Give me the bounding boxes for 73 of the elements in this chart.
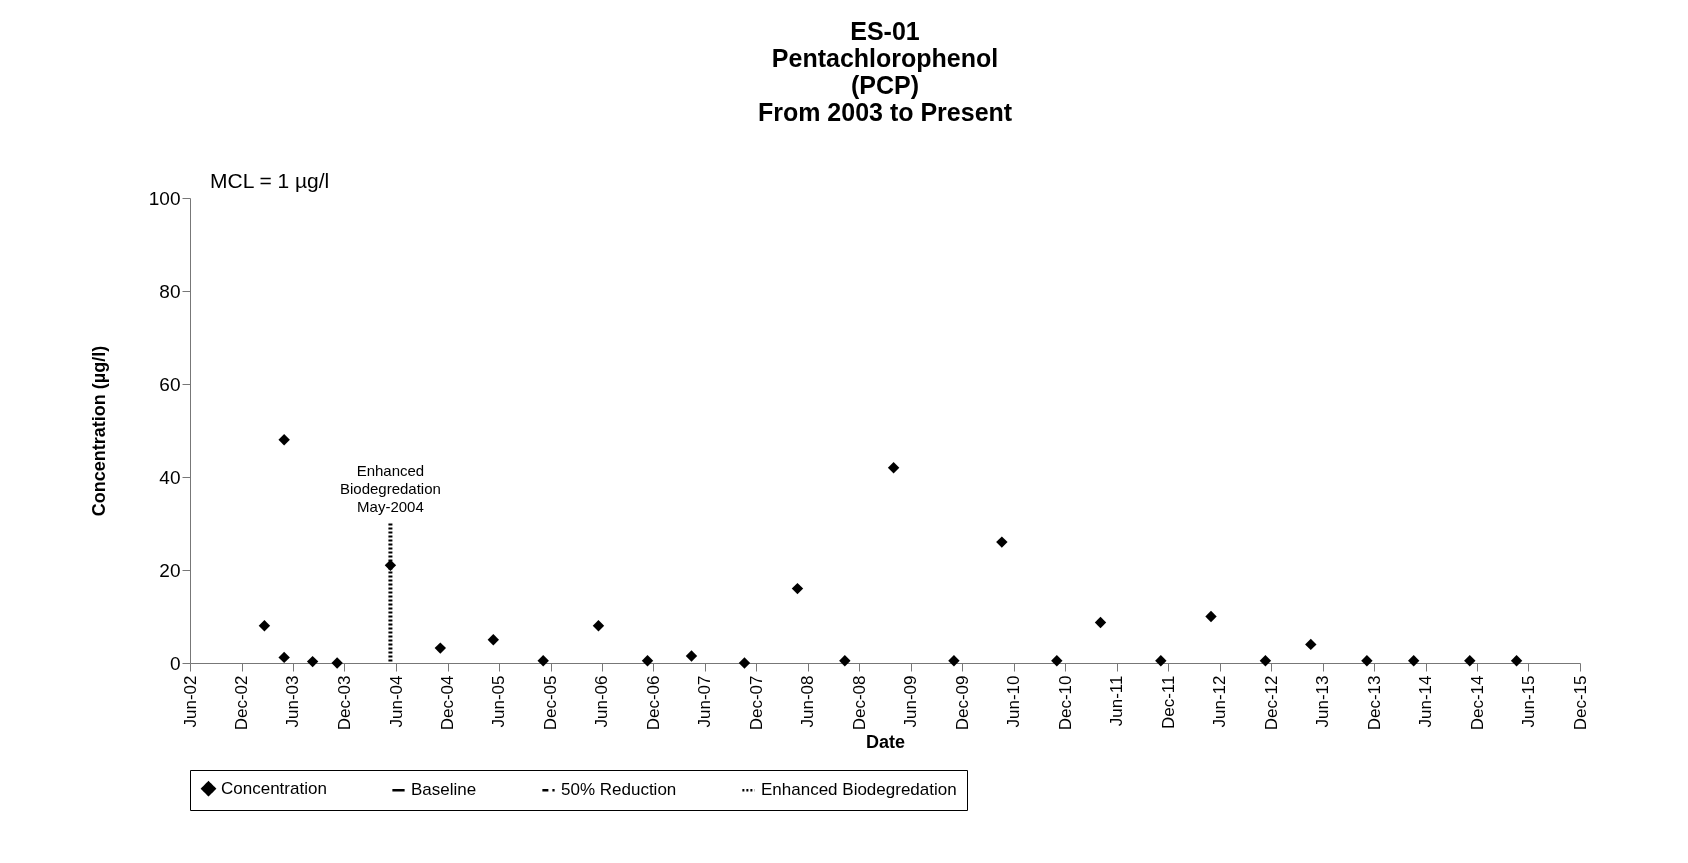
x-tick-label: Dec-03	[334, 675, 354, 731]
point	[839, 654, 851, 667]
point	[487, 634, 500, 646]
point	[306, 655, 319, 668]
point	[331, 657, 343, 669]
point	[1155, 654, 1167, 667]
point	[1510, 654, 1523, 667]
x-tick-label: Dec-13	[1364, 675, 1384, 731]
x-tick-label: Dec-07	[746, 675, 766, 731]
point	[592, 620, 605, 632]
point	[996, 536, 1008, 548]
x-axis-title: Date	[865, 732, 906, 753]
point	[738, 657, 751, 669]
point	[1305, 638, 1317, 651]
point	[1094, 616, 1107, 629]
x-tick-label: Dec-08	[849, 675, 869, 731]
point	[258, 620, 271, 632]
y-tick-label: 0	[169, 652, 181, 674]
annotation: Enhanced Biodegredation May-2004	[339, 461, 441, 515]
y-tick-label: 80	[159, 280, 181, 302]
x-tick-label: Dec-14	[1467, 675, 1487, 731]
x-tick-label: Dec-05	[541, 675, 561, 731]
x-tick-label: Jun-09	[901, 675, 921, 728]
x-tick-label: Dec-15	[1570, 675, 1590, 731]
point	[1259, 654, 1272, 667]
x-tick-label: Jun-14	[1416, 675, 1436, 728]
point	[948, 654, 960, 667]
x-tick-label: Jun-04	[386, 675, 406, 728]
point	[1361, 654, 1373, 667]
legend-label: Baseline	[411, 780, 477, 800]
y-tick-label: 40	[159, 466, 181, 488]
legend-label: 50% Reduction	[561, 780, 677, 800]
y-tick-label: 20	[159, 559, 181, 581]
x-tick-label: Jun-12	[1210, 675, 1230, 728]
x-tick-label: Dec-11	[1158, 675, 1178, 730]
point	[537, 654, 549, 667]
x-tick-label: Jun-03	[283, 675, 303, 728]
point	[1407, 654, 1420, 667]
legend-label: Concentration	[221, 778, 327, 798]
x-tick-label: Jun-15	[1518, 675, 1538, 728]
x-tick-label: Jun-13	[1313, 675, 1333, 728]
point	[278, 434, 290, 446]
legend-label: Enhanced Biodegredation	[761, 780, 957, 800]
x-tick-label: Dec-06	[643, 675, 663, 731]
point	[278, 651, 290, 664]
point	[1051, 654, 1063, 667]
point	[1464, 654, 1476, 667]
x-tick-label: Dec-04	[438, 675, 458, 731]
point	[685, 650, 698, 662]
x-tick-label: Dec-10	[1055, 675, 1075, 731]
point	[791, 582, 804, 595]
x-tick-label: Jun-07	[695, 675, 715, 728]
y-axis-title: Concentration (µg/l)	[88, 345, 109, 517]
x-tick-label: Jun-02	[180, 675, 200, 728]
text: (PCP)	[850, 71, 920, 99]
x-tick-label: Dec-09	[952, 675, 972, 731]
x-tick-label: Jun-11	[1107, 675, 1127, 727]
x-tick-label: Jun-08	[798, 675, 818, 728]
text: MCL = 1 µg/l	[210, 169, 330, 192]
y-tick-label: 60	[159, 373, 181, 395]
point	[641, 654, 654, 667]
x-tick-label: Dec-12	[1261, 675, 1281, 731]
point	[887, 462, 900, 474]
y-tick-label: 100	[148, 187, 181, 209]
x-tick-label: Dec-02	[232, 675, 252, 731]
text: Pentachlorophenol	[771, 44, 999, 72]
text: From 2003 to Present	[757, 98, 1013, 126]
x-tick-label: Jun-10	[1004, 675, 1024, 728]
text: ES-01	[850, 17, 920, 45]
point	[1205, 610, 1217, 623]
x-tick-label: Jun-06	[592, 675, 612, 728]
point	[434, 642, 447, 654]
x-tick-label: Jun-05	[489, 675, 509, 728]
